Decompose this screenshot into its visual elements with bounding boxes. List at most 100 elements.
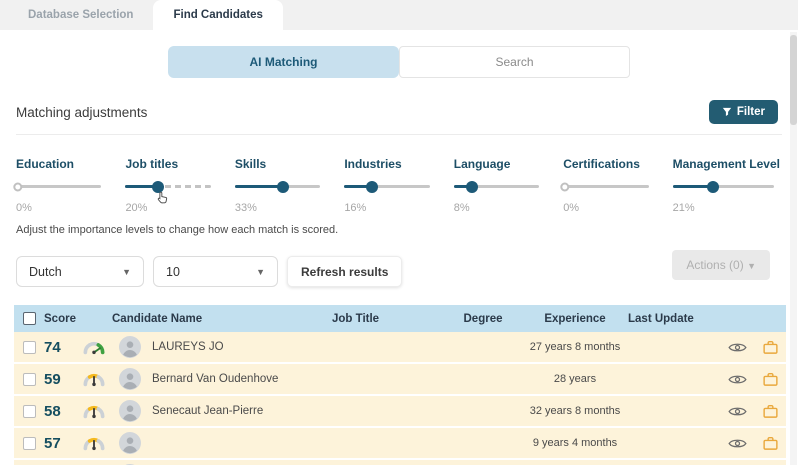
slider-thumb[interactable]	[365, 180, 378, 193]
page-size-select[interactable]: 10 ▼	[153, 256, 278, 287]
table-row[interactable]: 58 Senecaut Jean-Pierre 32 years 8 month…	[14, 396, 786, 428]
language-select-value: Dutch	[29, 264, 62, 279]
hand-cursor-icon	[155, 190, 170, 205]
divider	[16, 134, 782, 135]
slider-track[interactable]	[672, 180, 774, 193]
filter-button[interactable]: Filter	[708, 100, 778, 124]
slider-percent: 20%	[125, 202, 148, 214]
find-candidates-panel: AI Matching Search Matching adjustments …	[0, 46, 798, 465]
score-value: 74	[44, 338, 61, 356]
slider-track[interactable]	[560, 182, 649, 191]
experience-value: 9 years 4 months	[532, 436, 618, 449]
slider-label: Skills	[234, 157, 267, 171]
refresh-results-button[interactable]: Refresh results	[287, 256, 403, 287]
matching-adjustments-title: Matching adjustments	[16, 104, 148, 120]
table-row[interactable]: 74 LAUREYS JO 27 years 8 months	[14, 332, 786, 364]
slider-fill	[234, 185, 283, 188]
avatar	[119, 400, 141, 422]
briefcase-icon[interactable]	[762, 372, 778, 387]
select-all-checkbox[interactable]	[22, 312, 36, 325]
matching-slider: Language 8%	[453, 157, 545, 214]
column-header-experience: Experience	[544, 312, 606, 325]
candidates-table: Score Candidate Name Job Title Degree Ex…	[14, 305, 786, 465]
experience-value: 27 years 8 months	[529, 340, 621, 353]
slider-percent: 0%	[563, 202, 580, 214]
slider-percent: 8%	[453, 202, 470, 214]
column-header-degree: Degree	[463, 312, 503, 325]
slider-percent: 16%	[344, 202, 367, 214]
experience-value: 28 years	[553, 372, 597, 385]
window-tabstrip: Database Selection Find Candidates	[0, 0, 798, 30]
filter-funnel-icon	[722, 107, 732, 117]
slider-label: Certifications	[563, 157, 640, 171]
slider-label: Job titles	[125, 157, 179, 171]
slider-percent: 33%	[234, 202, 257, 214]
chevron-down-icon: ▼	[747, 261, 756, 271]
row-checkbox[interactable]	[22, 340, 36, 354]
slider-track[interactable]	[234, 180, 321, 193]
avatar	[119, 432, 141, 454]
candidate-name: Senecaut Jean-Pierre	[152, 405, 264, 417]
matching-slider: Education 0%	[13, 157, 107, 214]
slider-track[interactable]	[453, 180, 540, 193]
slider-label: Language	[453, 157, 511, 171]
view-candidate-icon[interactable]	[727, 341, 747, 354]
view-candidate-icon[interactable]	[727, 373, 747, 386]
candidate-name: Bernard Van Oudenhove	[152, 373, 279, 385]
score-gauge-icon	[83, 405, 105, 419]
matching-slider: Job titles 20%	[125, 157, 216, 214]
view-candidate-icon[interactable]	[727, 405, 747, 418]
slider-fill	[453, 185, 472, 188]
avatar	[119, 368, 141, 390]
slider-label: Education	[16, 157, 75, 171]
scrollbar-thumb[interactable]	[790, 35, 797, 125]
slider-fill	[672, 185, 713, 188]
score-value: 58	[44, 402, 61, 420]
slider-track[interactable]	[344, 180, 430, 193]
slider-thumb[interactable]	[706, 180, 719, 193]
language-select[interactable]: Dutch ▼	[16, 256, 144, 287]
filter-button-label: Filter	[736, 106, 765, 118]
briefcase-icon[interactable]	[762, 404, 778, 419]
slider-thumb[interactable]	[560, 182, 570, 191]
slider-label: Industries	[344, 157, 402, 171]
briefcase-icon[interactable]	[762, 436, 778, 451]
slider-thumb[interactable]	[151, 180, 164, 193]
tab-database-selection[interactable]: Database Selection	[28, 9, 134, 21]
slider-thumb[interactable]	[276, 180, 289, 193]
slider-track[interactable]	[125, 180, 211, 204]
subtab-search[interactable]: Search	[399, 46, 630, 78]
matching-slider: Industries 16%	[344, 157, 435, 214]
actions-button-label: Actions (0)	[686, 258, 744, 272]
slider-percent: 21%	[672, 202, 695, 214]
slider-track[interactable]	[13, 182, 102, 191]
sliders-hint: Adjust the importance levels to change h…	[16, 224, 339, 236]
row-checkbox[interactable]	[22, 436, 36, 450]
table-row[interactable]: 57 9 years 4 months	[14, 428, 786, 460]
slider-fill	[344, 185, 372, 188]
slider-thumb[interactable]	[465, 180, 478, 193]
view-candidate-icon[interactable]	[727, 437, 747, 450]
matching-slider: Skills 33%	[234, 157, 326, 214]
slider-percent: 0%	[16, 202, 32, 214]
slider-label: Management Level	[672, 157, 780, 171]
table-body: 74 LAUREYS JO 27 years 8 months 59	[14, 332, 786, 465]
slider-thumb[interactable]	[13, 182, 23, 191]
tab-find-candidates[interactable]: Find Candidates	[153, 0, 283, 30]
subtab-ai-matching[interactable]: AI Matching	[168, 46, 399, 78]
slider-fill	[125, 185, 158, 188]
briefcase-icon[interactable]	[762, 340, 778, 355]
results-controls: Dutch ▼ 10 ▼ Refresh results Actions (0)…	[0, 236, 798, 287]
column-header-candidate-name: Candidate Name	[112, 312, 203, 325]
page-size-select-value: 10	[166, 264, 180, 279]
table-row[interactable]: 54 23 years 2 months	[14, 460, 786, 465]
row-checkbox[interactable]	[22, 372, 36, 386]
vertical-scrollbar[interactable]	[790, 32, 797, 465]
column-header-last-update: Last Update	[628, 312, 694, 325]
row-checkbox[interactable]	[22, 404, 36, 418]
score-value: 57	[44, 434, 61, 452]
table-row[interactable]: 59 Bernard Van Oudenhove 28 years	[14, 364, 786, 396]
chevron-down-icon: ▼	[256, 266, 265, 277]
score-value: 59	[44, 370, 61, 388]
actions-button[interactable]: Actions (0) ▼	[672, 250, 770, 280]
